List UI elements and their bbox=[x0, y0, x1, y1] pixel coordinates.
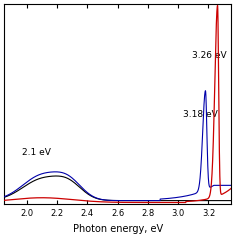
X-axis label: Photon energy, eV: Photon energy, eV bbox=[73, 224, 163, 234]
Text: 2.1 eV: 2.1 eV bbox=[22, 148, 51, 157]
Text: 3.26 eV: 3.26 eV bbox=[192, 50, 226, 60]
Text: 3.18 eV: 3.18 eV bbox=[183, 110, 218, 119]
